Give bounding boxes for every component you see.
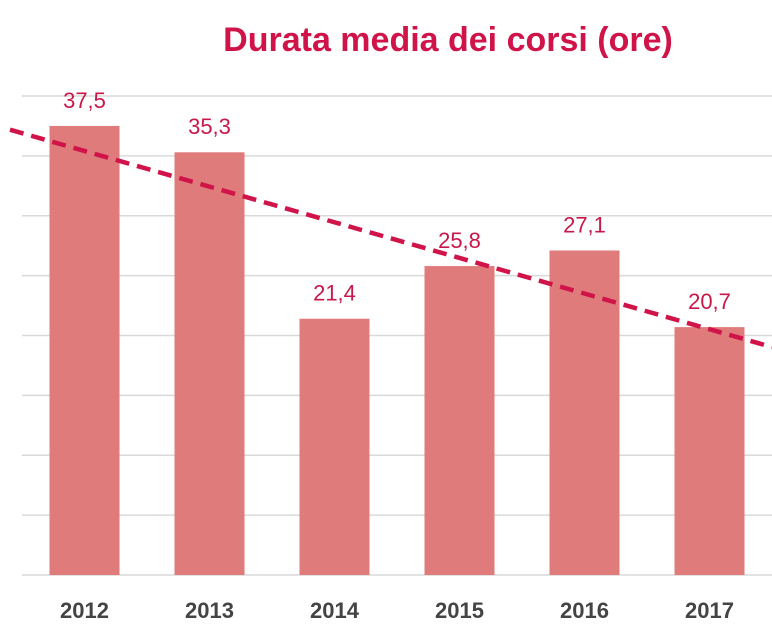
trendline [9, 127, 772, 350]
x-tick-label: 2014 [310, 598, 360, 623]
bar [424, 266, 495, 575]
data-label: 27,1 [563, 212, 606, 237]
data-label: 25,8 [438, 228, 481, 253]
x-tick-label: 2012 [60, 598, 109, 623]
data-label: 35,3 [188, 114, 231, 139]
x-tick-label: 2016 [560, 598, 609, 623]
bar [174, 152, 245, 575]
x-tick-label: 2013 [185, 598, 234, 623]
data-label: 37,5 [63, 88, 106, 113]
data-label: 20,7 [688, 289, 731, 314]
bar [674, 327, 745, 575]
bar [299, 318, 370, 575]
x-tick-label: 2017 [685, 598, 734, 623]
data-label: 21,4 [313, 281, 356, 306]
bar [549, 250, 620, 576]
x-tick-label: 2015 [435, 598, 484, 623]
bar [49, 125, 120, 575]
chart-title: Durata media dei corsi (ore) [223, 21, 673, 59]
